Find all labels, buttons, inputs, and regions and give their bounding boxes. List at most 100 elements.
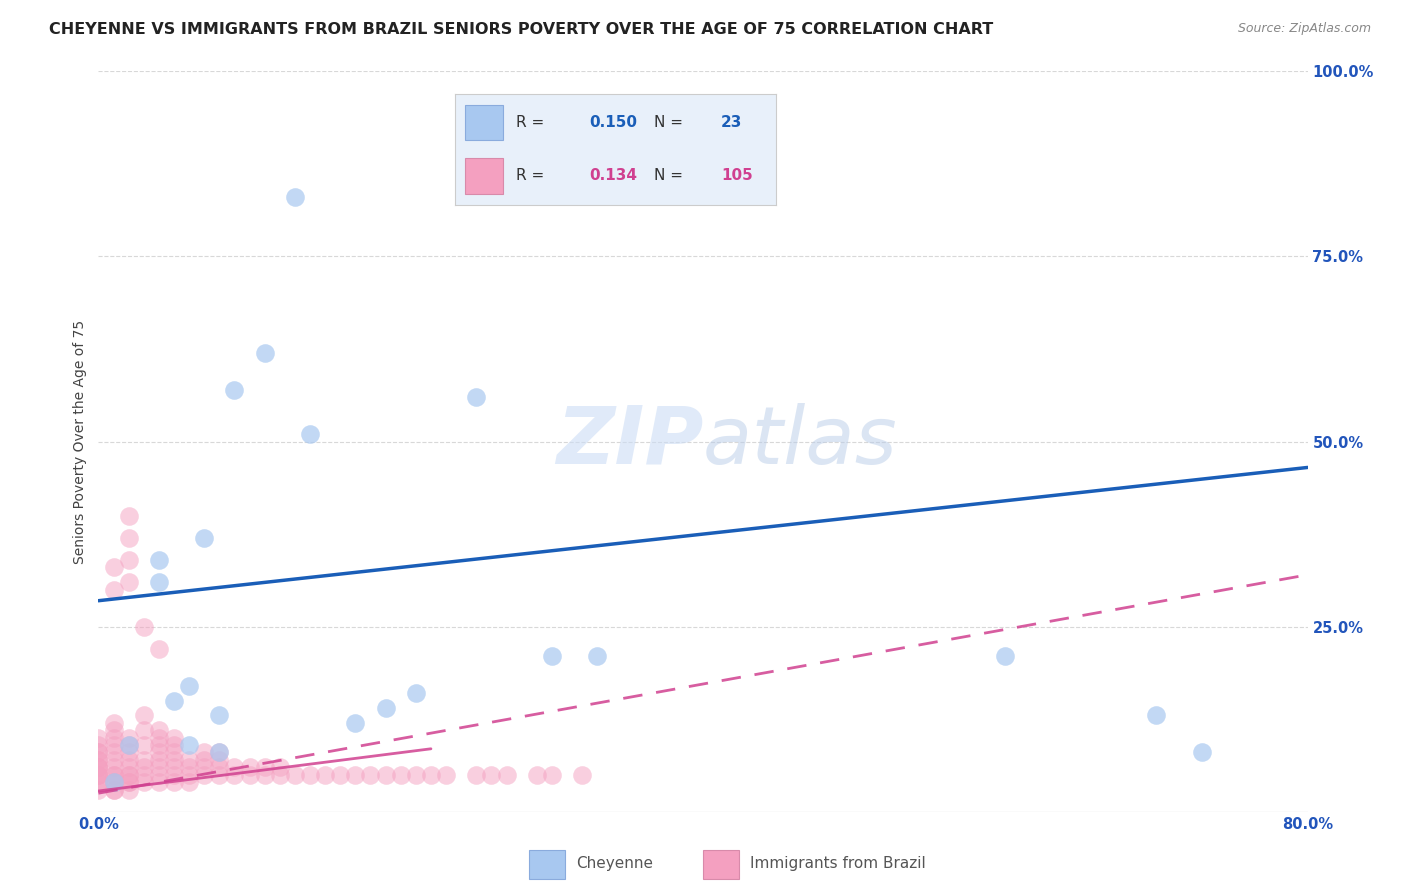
Immigrants from Brazil bbox=[148, 760, 170, 774]
Cheyenne bbox=[224, 383, 246, 397]
Immigrants from Brazil bbox=[193, 760, 215, 774]
Immigrants from Brazil bbox=[132, 723, 155, 738]
Cheyenne bbox=[103, 775, 125, 789]
Immigrants from Brazil bbox=[118, 553, 141, 567]
Immigrants from Brazil bbox=[314, 767, 336, 781]
Text: atlas: atlas bbox=[703, 402, 898, 481]
Immigrants from Brazil bbox=[118, 760, 141, 774]
Cheyenne bbox=[299, 427, 322, 442]
Immigrants from Brazil bbox=[118, 738, 141, 752]
Cheyenne bbox=[179, 679, 201, 693]
Immigrants from Brazil bbox=[148, 738, 170, 752]
Immigrants from Brazil bbox=[148, 746, 170, 760]
Immigrants from Brazil bbox=[132, 619, 155, 633]
Cheyenne bbox=[586, 649, 609, 664]
Text: CHEYENNE VS IMMIGRANTS FROM BRAZIL SENIORS POVERTY OVER THE AGE OF 75 CORRELATIO: CHEYENNE VS IMMIGRANTS FROM BRAZIL SENIO… bbox=[49, 22, 994, 37]
Immigrants from Brazil bbox=[571, 767, 593, 781]
Immigrants from Brazil bbox=[163, 767, 186, 781]
Immigrants from Brazil bbox=[163, 775, 186, 789]
Immigrants from Brazil bbox=[103, 767, 125, 781]
Immigrants from Brazil bbox=[132, 708, 155, 723]
Immigrants from Brazil bbox=[118, 508, 141, 523]
Immigrants from Brazil bbox=[103, 560, 125, 574]
Immigrants from Brazil bbox=[208, 746, 231, 760]
Immigrants from Brazil bbox=[420, 767, 443, 781]
Immigrants from Brazil bbox=[118, 746, 141, 760]
Immigrants from Brazil bbox=[148, 641, 170, 656]
Immigrants from Brazil bbox=[179, 760, 201, 774]
Cheyenne bbox=[374, 701, 396, 715]
Immigrants from Brazil bbox=[465, 767, 488, 781]
Immigrants from Brazil bbox=[405, 767, 427, 781]
Immigrants from Brazil bbox=[148, 767, 170, 781]
Immigrants from Brazil bbox=[163, 753, 186, 767]
Immigrants from Brazil bbox=[103, 715, 125, 730]
Immigrants from Brazil bbox=[87, 767, 110, 781]
Immigrants from Brazil bbox=[148, 731, 170, 745]
Immigrants from Brazil bbox=[103, 760, 125, 774]
Cheyenne bbox=[163, 694, 186, 708]
Immigrants from Brazil bbox=[87, 753, 110, 767]
Immigrants from Brazil bbox=[163, 760, 186, 774]
Immigrants from Brazil bbox=[208, 760, 231, 774]
Immigrants from Brazil bbox=[87, 767, 110, 781]
Immigrants from Brazil bbox=[193, 746, 215, 760]
Immigrants from Brazil bbox=[495, 767, 517, 781]
Immigrants from Brazil bbox=[87, 746, 110, 760]
Immigrants from Brazil bbox=[103, 582, 125, 597]
Immigrants from Brazil bbox=[163, 731, 186, 745]
Cheyenne bbox=[344, 715, 367, 730]
Immigrants from Brazil bbox=[434, 767, 457, 781]
Cheyenne bbox=[994, 649, 1017, 664]
Immigrants from Brazil bbox=[132, 753, 155, 767]
Immigrants from Brazil bbox=[103, 782, 125, 797]
Immigrants from Brazil bbox=[269, 760, 291, 774]
Immigrants from Brazil bbox=[239, 760, 262, 774]
Immigrants from Brazil bbox=[87, 760, 110, 774]
Immigrants from Brazil bbox=[118, 775, 141, 789]
Cheyenne bbox=[1144, 708, 1167, 723]
Immigrants from Brazil bbox=[329, 767, 352, 781]
Cheyenne bbox=[405, 686, 427, 700]
Immigrants from Brazil bbox=[103, 767, 125, 781]
Cheyenne bbox=[284, 190, 307, 204]
Immigrants from Brazil bbox=[118, 531, 141, 545]
Immigrants from Brazil bbox=[87, 753, 110, 767]
Immigrants from Brazil bbox=[103, 738, 125, 752]
Immigrants from Brazil bbox=[103, 775, 125, 789]
Cheyenne bbox=[1191, 746, 1213, 760]
Immigrants from Brazil bbox=[253, 760, 276, 774]
Immigrants from Brazil bbox=[389, 767, 412, 781]
Cheyenne bbox=[118, 738, 141, 752]
Immigrants from Brazil bbox=[526, 767, 548, 781]
Cheyenne bbox=[193, 531, 215, 545]
Immigrants from Brazil bbox=[208, 753, 231, 767]
Y-axis label: Seniors Poverty Over the Age of 75: Seniors Poverty Over the Age of 75 bbox=[73, 319, 87, 564]
Immigrants from Brazil bbox=[87, 775, 110, 789]
Immigrants from Brazil bbox=[208, 767, 231, 781]
Immigrants from Brazil bbox=[193, 767, 215, 781]
Immigrants from Brazil bbox=[179, 767, 201, 781]
Immigrants from Brazil bbox=[193, 753, 215, 767]
Immigrants from Brazil bbox=[118, 731, 141, 745]
Immigrants from Brazil bbox=[103, 731, 125, 745]
Immigrants from Brazil bbox=[224, 760, 246, 774]
Immigrants from Brazil bbox=[118, 767, 141, 781]
Cheyenne bbox=[179, 738, 201, 752]
Immigrants from Brazil bbox=[360, 767, 382, 781]
Immigrants from Brazil bbox=[239, 767, 262, 781]
Cheyenne bbox=[208, 746, 231, 760]
Immigrants from Brazil bbox=[118, 753, 141, 767]
Immigrants from Brazil bbox=[148, 753, 170, 767]
Immigrants from Brazil bbox=[163, 746, 186, 760]
Immigrants from Brazil bbox=[87, 760, 110, 774]
Immigrants from Brazil bbox=[163, 738, 186, 752]
Immigrants from Brazil bbox=[540, 767, 562, 781]
Immigrants from Brazil bbox=[118, 782, 141, 797]
Immigrants from Brazil bbox=[224, 767, 246, 781]
Immigrants from Brazil bbox=[103, 753, 125, 767]
Cheyenne bbox=[540, 649, 562, 664]
Immigrants from Brazil bbox=[87, 760, 110, 774]
Immigrants from Brazil bbox=[148, 723, 170, 738]
Immigrants from Brazil bbox=[132, 767, 155, 781]
